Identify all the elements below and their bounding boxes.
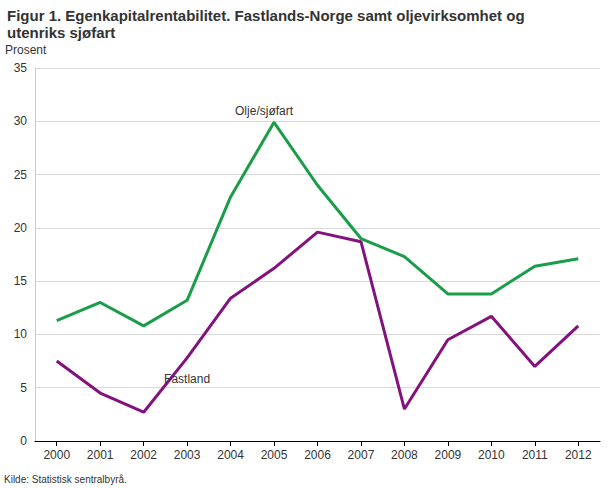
svg-text:35: 35 bbox=[14, 61, 28, 75]
svg-text:2011: 2011 bbox=[522, 448, 548, 462]
svg-text:2001: 2001 bbox=[87, 448, 114, 462]
svg-text:Olje/sjøfart: Olje/sjøfart bbox=[235, 104, 294, 118]
svg-text:0: 0 bbox=[20, 434, 27, 448]
svg-text:Prosent: Prosent bbox=[5, 43, 47, 57]
svg-text:Figur 1. Egenkapitalrentabilit: Figur 1. Egenkapitalrentabilitet. Fastla… bbox=[7, 7, 529, 24]
svg-text:2009: 2009 bbox=[435, 448, 462, 462]
svg-text:10: 10 bbox=[14, 327, 28, 341]
svg-text:15: 15 bbox=[14, 274, 28, 288]
svg-text:2012: 2012 bbox=[565, 448, 592, 462]
svg-text:2005: 2005 bbox=[261, 448, 288, 462]
svg-text:25: 25 bbox=[14, 168, 28, 182]
svg-text:20: 20 bbox=[14, 221, 28, 235]
svg-text:2003: 2003 bbox=[174, 448, 201, 462]
svg-text:Fastland: Fastland bbox=[164, 372, 210, 386]
svg-text:2007: 2007 bbox=[348, 448, 375, 462]
svg-text:2004: 2004 bbox=[217, 448, 244, 462]
svg-text:2002: 2002 bbox=[130, 448, 157, 462]
svg-text:5: 5 bbox=[20, 381, 27, 395]
svg-text:2008: 2008 bbox=[391, 448, 418, 462]
svg-text:2006: 2006 bbox=[304, 448, 331, 462]
svg-text:2010: 2010 bbox=[478, 448, 505, 462]
svg-text:2000: 2000 bbox=[43, 448, 70, 462]
svg-text:Kilde: Statistisk sentralbyrå.: Kilde: Statistisk sentralbyrå. bbox=[4, 474, 127, 485]
svg-text:30: 30 bbox=[14, 114, 28, 128]
svg-text:utenriks sjøfart: utenriks sjøfart bbox=[7, 24, 115, 41]
